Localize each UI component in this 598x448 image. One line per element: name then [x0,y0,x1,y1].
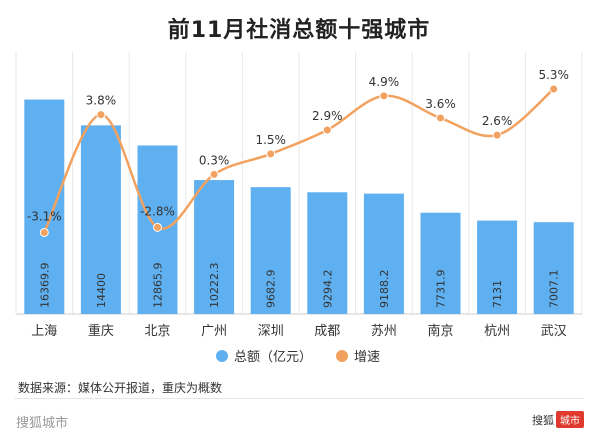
bar-value-label: 10222.3 [208,263,221,309]
bar-value-label: 7731.9 [435,270,448,309]
bar [250,187,291,314]
bar-value-label: 16369.9 [38,263,51,309]
legend-line-swatch [336,350,348,362]
footer-divider [14,398,584,399]
growth-value-label: -3.1% [27,209,62,223]
chart: 16369.9 上海 14400 重庆 12865.9 北京 10222.3 广州 9682.9… [15,52,583,365]
category-label: 成都 [314,324,340,339]
legend-line-label: 增速 [354,350,380,365]
legend-bar-swatch [216,350,228,362]
bar [194,180,235,314]
growth-point [492,130,502,140]
growth-point [266,149,276,159]
bar [477,220,518,314]
bar [24,99,65,314]
category-label: 北京 [144,324,170,339]
growth-value-label: 4.9% [369,75,400,89]
footer-logo-badge: 城市 [556,411,584,428]
footer-brand-text: 搜狐城市 [16,416,69,431]
legend-bar-label: 总额（亿元） [234,350,312,365]
category-label: 苏州 [371,323,397,339]
bar [420,212,461,314]
growth-value-label: -2.8% [140,204,175,218]
data-source-note: 数据来源：媒体公开报道，重庆为概数 [18,381,223,395]
bar [363,193,404,314]
bar-value-label: 7131 [491,280,504,308]
bar [80,125,121,314]
bar-value-label: 7007.1 [548,270,561,309]
growth-point [209,169,219,179]
growth-value-label: 3.8% [86,94,117,108]
bar-value-label: 9188.2 [378,270,391,309]
growth-value-label: 3.6% [425,97,456,111]
category-label: 南京 [427,323,453,339]
category-label: 广州 [201,324,227,339]
chart-title: 前11月社消总额十强城市 [167,18,431,43]
growth-point [153,222,162,232]
bar [533,222,574,314]
growth-point [436,113,445,123]
bar-value-label: 9294.2 [321,270,334,309]
footer-logo-brand: 搜狐 [532,413,554,427]
growth-point [322,125,332,135]
category-label: 深圳 [258,324,284,339]
growth-point [39,227,49,237]
bar [307,192,348,314]
growth-value-label: 1.5% [255,133,286,147]
footer-logo[interactable]: 搜狐 城市 [532,411,584,428]
growth-value-label: 2.6% [482,114,513,128]
growth-point [379,91,389,101]
bar-value-label: 12865.9 [152,263,165,309]
bar-value-label: 14400 [95,273,108,308]
growth-point [549,84,559,94]
category-label: 重庆 [88,323,114,339]
growth-point [96,110,106,120]
growth-value-label: 0.3% [199,153,230,167]
growth-value-label: 5.3% [538,68,569,82]
category-label: 上海 [31,324,57,339]
bar-value-label: 9682.9 [265,270,278,309]
growth-value-label: 2.9% [312,109,343,123]
category-label: 武汉 [541,324,567,339]
category-label: 杭州 [484,324,510,339]
